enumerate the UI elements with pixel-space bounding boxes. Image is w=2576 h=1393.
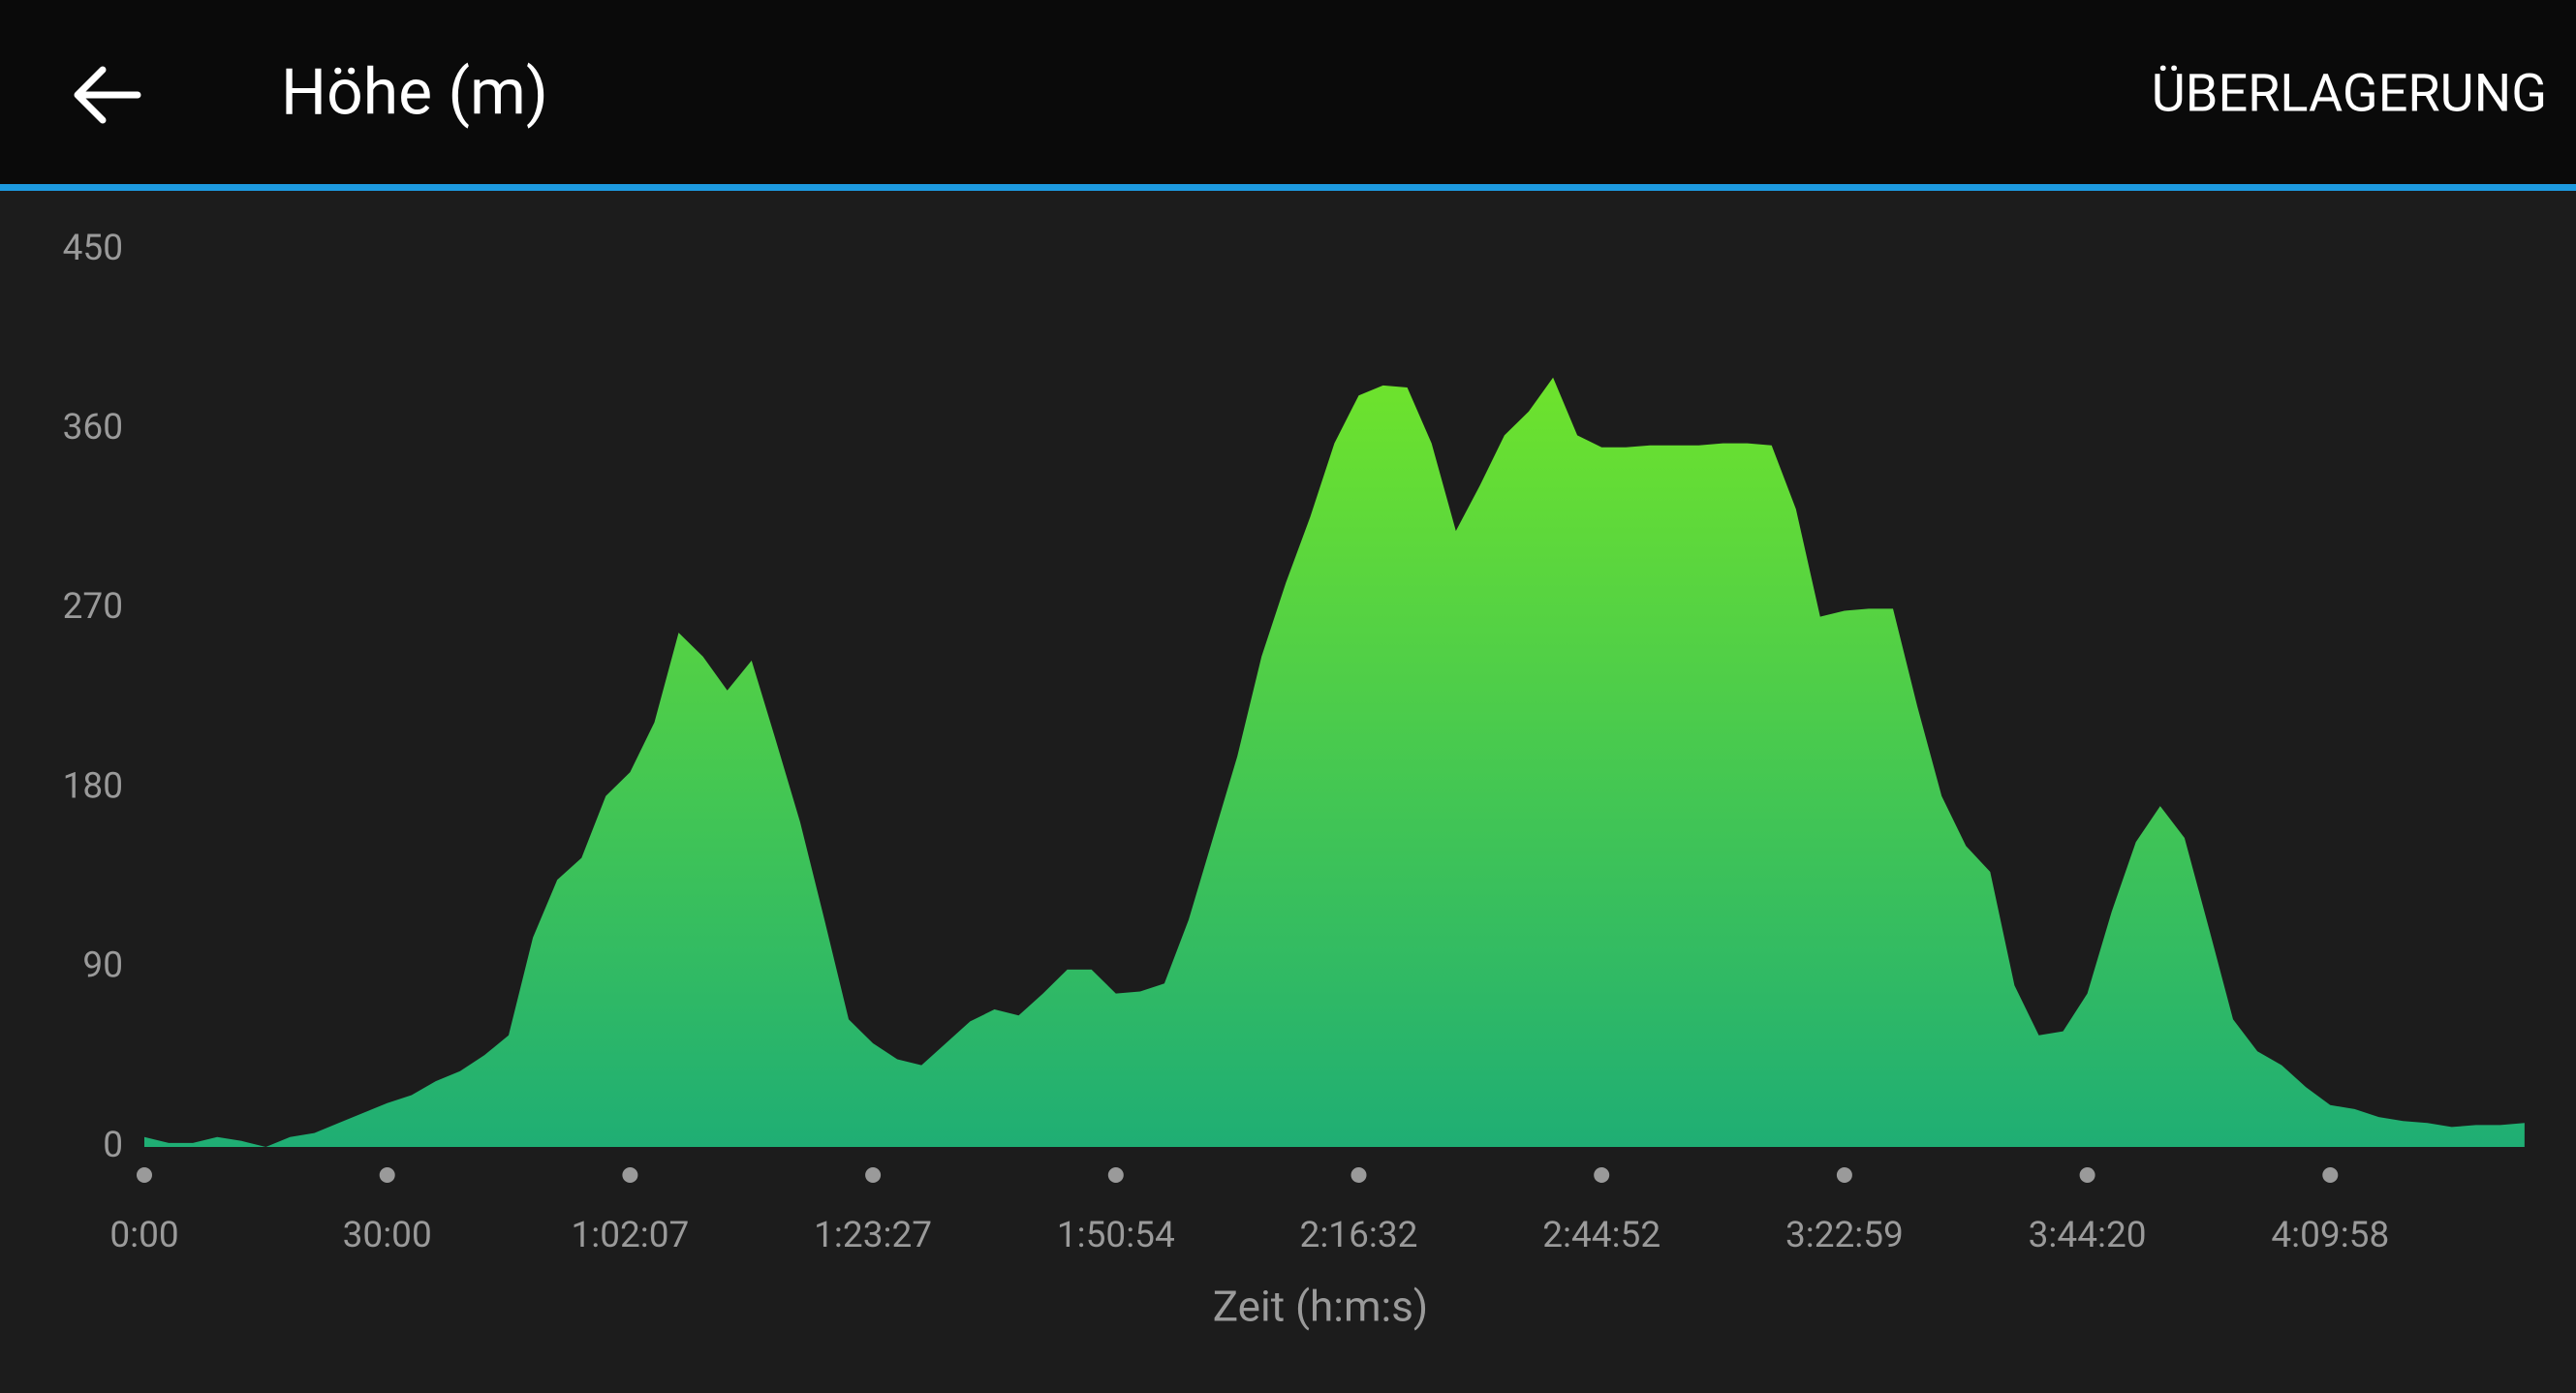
overlay-button[interactable]: ÜBERLAGERUNG [2152, 63, 2547, 124]
x-tick-dot [137, 1167, 152, 1183]
x-tick-dot [1107, 1167, 1124, 1183]
x-tick-label: 3:22:59 [1785, 1215, 1904, 1256]
y-tick-label: 270 [63, 586, 123, 628]
x-tick-label: 1:50:54 [1057, 1215, 1175, 1256]
x-tick-dot [1594, 1167, 1610, 1183]
page-title: Höhe (m) [281, 55, 548, 130]
y-tick-label: 360 [63, 407, 123, 449]
elevation-area [144, 377, 2525, 1147]
app-bar-accent [0, 184, 2576, 191]
x-tick-label: 30:00 [343, 1215, 432, 1256]
x-tick-dot [622, 1167, 638, 1183]
back-button[interactable] [74, 66, 141, 124]
app-bar [0, 0, 2576, 184]
y-tick-label: 90 [82, 945, 123, 987]
x-tick-label: 2:44:52 [1542, 1215, 1660, 1256]
x-tick-dot [2322, 1167, 2339, 1183]
x-tick-dot [1836, 1167, 1852, 1183]
x-tick-dot [865, 1167, 882, 1183]
x-tick-label: 1:02:07 [571, 1215, 689, 1256]
y-tick-label: 450 [63, 228, 123, 269]
x-tick-label: 4:09:58 [2271, 1215, 2389, 1256]
y-tick-label: 0 [103, 1125, 123, 1166]
x-tick-label: 0:00 [109, 1215, 178, 1256]
x-tick-dot [2079, 1167, 2095, 1183]
x-tick-dot [1350, 1167, 1367, 1183]
x-tick-dot [379, 1167, 395, 1183]
x-tick-label: 3:44:20 [2029, 1215, 2147, 1256]
x-tick-label: 1:23:27 [814, 1215, 932, 1256]
x-tick-label: 2:16:32 [1300, 1215, 1418, 1256]
y-tick-label: 180 [63, 765, 123, 807]
x-axis-title: Zeit (h:m:s) [1213, 1282, 1428, 1332]
